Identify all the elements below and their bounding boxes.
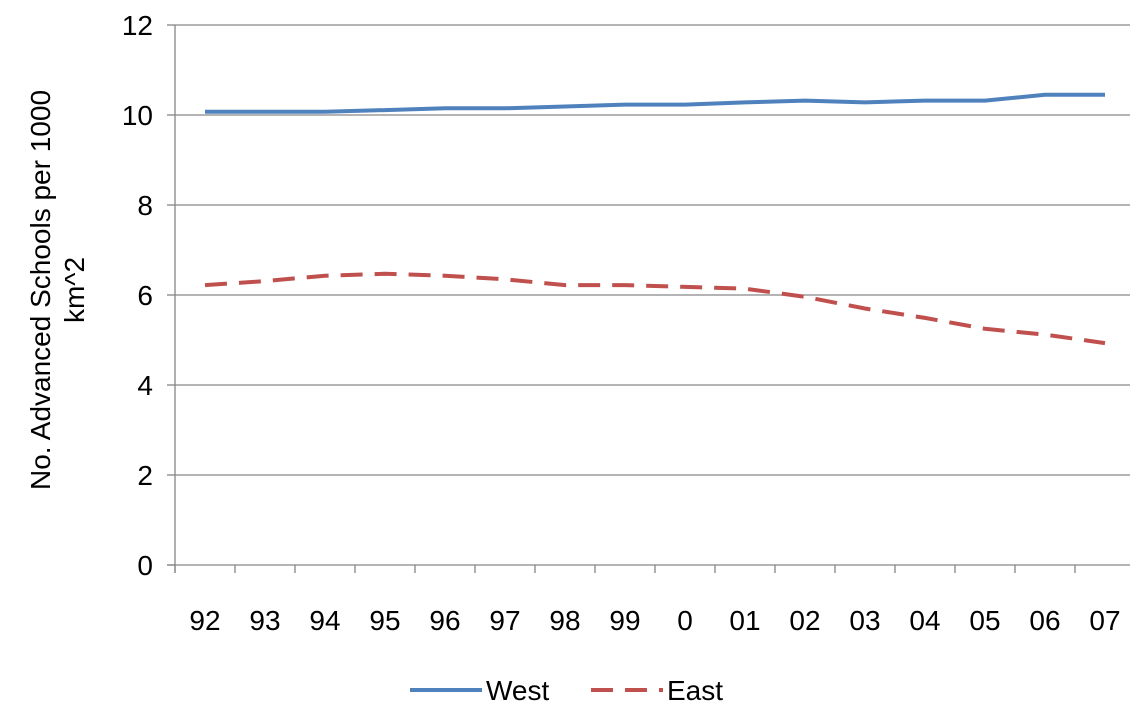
y-tick-label-6: 6 [137,280,153,311]
series-lines [204,92,1106,346]
x-tick-label-01: 01 [729,605,760,636]
y-tick-label-8: 8 [137,190,153,221]
y-axis-title-line: No. Advanced Schools per 1000 [25,90,56,490]
x-tick-label-0: 0 [677,605,693,636]
x-tick-label-02: 02 [789,605,820,636]
legend-label-west: West [486,675,549,706]
y-axis-title: No. Advanced Schools per 1000 km^2 [25,90,90,490]
x-tick-label-94: 94 [309,605,340,636]
gridlines [175,24,1130,476]
legend-label-east: East [667,675,723,706]
y-tick-label-10: 10 [122,100,153,131]
x-tick-label-03: 03 [849,605,880,636]
y-tick-label-2: 2 [137,460,153,491]
x-tick-label-98: 98 [549,605,580,636]
x-tick-labels: 92 93 94 95 96 97 98 99 0 01 02 03 04 05 06 07 [189,605,1120,636]
y-tick-label-0: 0 [137,550,153,581]
x-tick-label-95: 95 [369,605,400,636]
y-tick-label-12: 12 [122,10,153,41]
y-tick-labels: 0 2 4 6 8 10 12 [122,10,153,581]
x-tick-label-04: 04 [909,605,940,636]
series-line-east [204,271,1106,346]
x-tick-label-96: 96 [429,605,460,636]
y-axis-title-line: km^2 [59,257,90,323]
series-line-west [205,92,1105,114]
x-tick-label-05: 05 [969,605,1000,636]
legend: West East [410,675,723,706]
axes [167,24,1130,573]
x-tick-label-06: 06 [1029,605,1060,636]
x-tick-label-07: 07 [1089,605,1120,636]
y-tick-label-4: 4 [137,370,153,401]
x-tick-label-99: 99 [609,605,640,636]
x-tick-label-97: 97 [489,605,520,636]
x-tick-label-92: 92 [189,605,220,636]
x-tick-label-93: 93 [249,605,280,636]
